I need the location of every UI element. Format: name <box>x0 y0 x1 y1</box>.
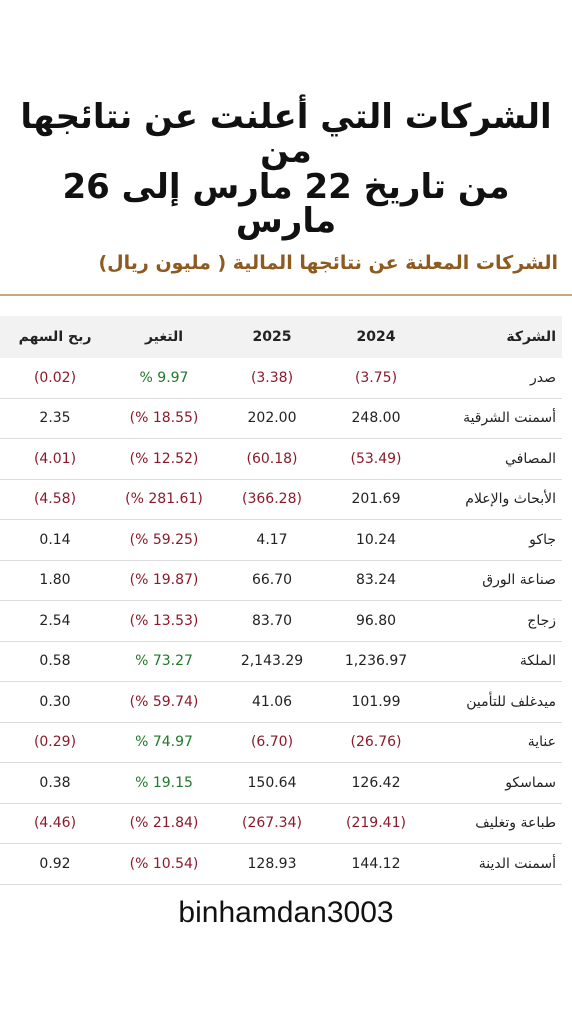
cell-change: (% 12.52) <box>129 450 199 467</box>
cell-eps: (4.46) <box>33 815 77 832</box>
cell-eps: (0.02) <box>33 369 77 386</box>
cell-2025: 4.17 <box>256 531 288 548</box>
table-row: الأبحاث والإعلام 201.69 (366.28) (% 281.61)… <box>0 480 562 520</box>
cell-change: (% 13.53) <box>129 612 199 629</box>
header-change: التغير <box>144 329 184 345</box>
cell-company: الأبحاث والإعلام <box>465 491 556 508</box>
cell-eps: (4.58) <box>33 491 77 508</box>
cell-company: طباعة وتغليف <box>475 815 556 832</box>
cell-company: المصافي <box>504 450 556 467</box>
cell-2024: (219.41) <box>346 815 406 832</box>
cell-eps: 0.14 <box>39 531 71 548</box>
cell-2024: 101.99 <box>351 693 401 710</box>
cell-company: الملكة <box>519 653 556 670</box>
cell-eps: 0.30 <box>39 693 71 710</box>
cell-change: % 9.97 <box>139 369 189 386</box>
cell-2025: 202.00 <box>247 410 297 427</box>
cell-2025: (6.70) <box>250 734 294 751</box>
table-row: أسمنت الدينة 144.12 128.93 (% 10.54) 0.92 <box>0 844 562 885</box>
table-row: زجاج 96.80 83.70 (% 13.53) 2.54 <box>0 601 562 642</box>
cell-company: صناعة الورق <box>482 572 556 589</box>
cell-2024: 126.42 <box>351 774 401 791</box>
table-header: الشركة 2024 2025 التغير ربح السهم <box>0 316 562 358</box>
cell-2025: (267.34) <box>242 815 302 832</box>
cell-change: % 74.97 <box>135 734 193 751</box>
cell-2025: (60.18) <box>246 450 298 467</box>
cell-2025: 128.93 <box>247 855 297 872</box>
cell-2024: 144.12 <box>351 855 401 872</box>
cell-2025: 83.70 <box>251 612 293 629</box>
cell-company: زجاج <box>527 612 556 629</box>
cell-change: % 73.27 <box>135 653 193 670</box>
cell-2024: 248.00 <box>351 410 401 427</box>
divider <box>0 294 572 296</box>
table-row: طباعة وتغليف (219.41) (267.34) (% 21.84) (4.… <box>0 804 562 844</box>
cell-change: (% 18.55) <box>129 410 199 427</box>
cell-2025: (3.38) <box>250 369 294 386</box>
title-line-1: الشركات التي أعلنت عن نتائجها من <box>20 97 552 171</box>
table-row: الملكة 1,236.97 2,143.29 % 73.27 0.58 <box>0 642 562 682</box>
table-row: سماسكو 126.42 150.64 % 19.15 0.38 <box>0 763 562 804</box>
cell-2024: (26.76) <box>350 734 402 751</box>
table-row: صدر (3.75) (3.38) % 9.97 (0.02) <box>0 358 562 399</box>
cell-change: (% 59.25) <box>129 531 199 548</box>
table-row: عناية (26.76) (6.70) % 74.97 (0.29) <box>0 723 562 763</box>
page-title: الشركات التي أعلنت عن نتائجها من من تاري… <box>20 100 552 240</box>
table-row: المصافي (53.49) (60.18) (% 12.52) (4.01) <box>0 439 562 480</box>
cell-eps: 0.58 <box>39 653 71 670</box>
cell-company: أسمنت الشرقية <box>463 410 556 427</box>
cell-2024: (53.49) <box>350 450 402 467</box>
cell-2024: 1,236.97 <box>344 653 408 670</box>
results-table: الشركة 2024 2025 التغير ربح السهم صدر (3.… <box>0 316 562 885</box>
table-row: ميدغلف للتأمين 101.99 41.06 (% 59.74) 0.30 <box>0 682 562 723</box>
cell-2025: (366.28) <box>242 491 302 508</box>
cell-eps: 1.80 <box>39 572 71 589</box>
cell-company: ميدغلف للتأمين <box>466 693 556 710</box>
cell-2025: 66.70 <box>251 572 293 589</box>
header-2024: 2024 <box>356 329 396 345</box>
cell-2024: 201.69 <box>351 491 401 508</box>
header-2025: 2025 <box>252 329 292 345</box>
cell-2024: 96.80 <box>355 612 397 629</box>
cell-eps: 2.54 <box>39 612 71 629</box>
cell-eps: 0.38 <box>39 774 71 791</box>
table-row: أسمنت الشرقية 248.00 202.00 (% 18.55) 2.35 <box>0 399 562 439</box>
cell-change: (% 19.87) <box>129 572 199 589</box>
cell-2024: 83.24 <box>355 572 397 589</box>
footer-handle: binhamdan3003 <box>178 896 394 929</box>
cell-2025: 2,143.29 <box>240 653 304 670</box>
cell-eps: 0.92 <box>39 855 71 872</box>
cell-company: جاكو <box>529 531 556 548</box>
cell-company: أسمنت الدينة <box>478 855 556 872</box>
cell-change: (% 10.54) <box>129 855 199 872</box>
header-eps: ربح السهم <box>18 329 92 345</box>
cell-company: عناية <box>527 734 556 751</box>
cell-company: سماسكو <box>505 774 556 791</box>
table-row: جاكو 10.24 4.17 (% 59.25) 0.14 <box>0 520 562 561</box>
cell-2024: 10.24 <box>355 531 397 548</box>
cell-2024: (3.75) <box>354 369 398 386</box>
title-line-2: من تاريخ 22 مارس إلى 26 مارس <box>62 167 510 241</box>
cell-eps: 2.35 <box>39 410 71 427</box>
cell-eps: (0.29) <box>33 734 77 751</box>
cell-change: (% 281.61) <box>125 491 203 508</box>
header-company: الشركة <box>506 329 556 345</box>
cell-eps: (4.01) <box>33 450 77 467</box>
cell-change: (% 21.84) <box>129 815 199 832</box>
cell-2025: 150.64 <box>247 774 297 791</box>
table-body: صدر (3.75) (3.38) % 9.97 (0.02) أسمنت الشرقية… <box>0 358 562 885</box>
cell-2025: 41.06 <box>251 693 293 710</box>
table-subtitle: الشركات المعلنة عن نتائجها المالية ( ملي… <box>98 252 558 274</box>
table-row: صناعة الورق 83.24 66.70 (% 19.87) 1.80 <box>0 561 562 601</box>
cell-company: صدر <box>530 369 556 386</box>
cell-change: % 19.15 <box>135 774 193 791</box>
cell-change: (% 59.74) <box>129 693 199 710</box>
